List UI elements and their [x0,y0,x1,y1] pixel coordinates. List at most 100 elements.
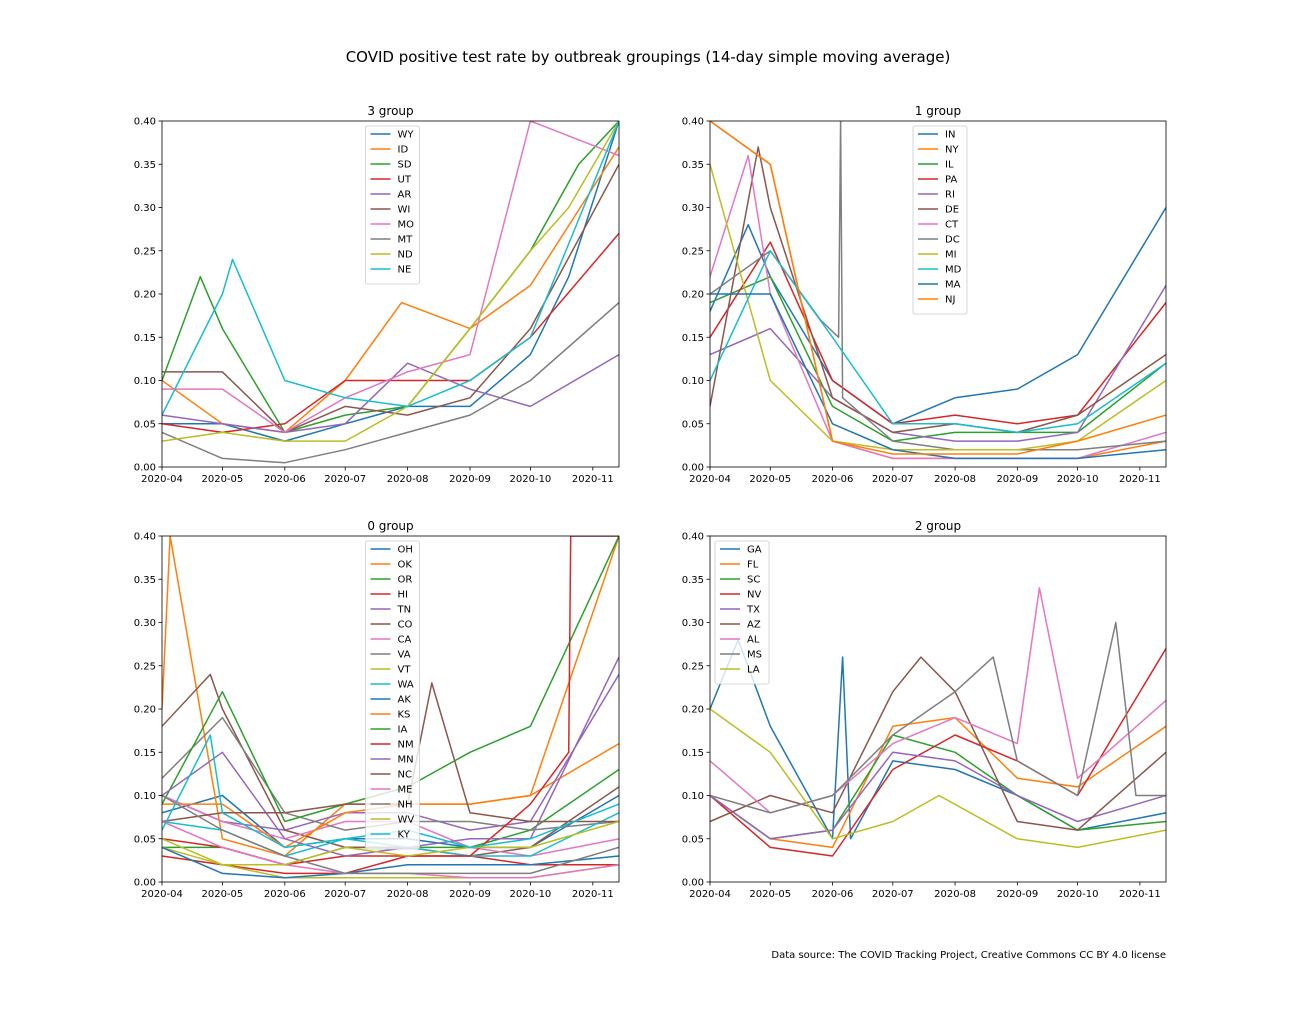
panel-title: 0 group [367,519,413,533]
y-tick-label: 0.25 [682,246,704,257]
y-tick-label: 0.30 [134,203,156,214]
series-line-ri [710,285,1166,442]
legend-label-ky: KY [398,830,411,841]
y-tick-label: 0.15 [682,748,704,759]
y-tick-label: 0.10 [134,791,156,802]
y-tick-label: 0.15 [134,333,156,344]
x-tick-label: 2020-09 [996,474,1038,485]
series-line-mo [162,121,619,434]
y-tick-label: 0.25 [134,661,156,672]
x-tick-label: 2020-08 [387,474,429,485]
x-tick-label: 2020-10 [1057,474,1099,485]
legend-label-or: OR [398,575,413,586]
x-tick-label: 2020-04 [141,474,183,485]
x-tick-label: 2020-05 [749,474,791,485]
y-tick-label: 0.20 [134,705,156,716]
legend-box [365,540,420,850]
legend-label-ut: UT [398,175,412,186]
y-tick-label: 0.20 [682,705,704,716]
series-line-fl [710,716,1166,849]
x-tick-label: 2020-10 [1057,889,1099,900]
legend-box [912,125,968,315]
legend-label-sc: SC [747,575,760,586]
series-line-nh [162,794,619,875]
legend-label-wv: WV [398,815,415,826]
legend-label-az: AZ [747,620,761,631]
legend-label-de: DE [945,205,959,216]
y-tick-label: 0.00 [682,463,704,474]
series-line-ky [162,734,619,849]
legend: IN NY IL PA RI DE CT DC MI MD MA NJ [912,125,968,315]
y-tick-label: 0.40 [682,532,704,543]
x-tick-label: 2020-04 [689,889,731,900]
legend-label-me: ME [398,785,413,796]
chart-panels: 3 group 0.00 0.05 0.10 0.15 0.20 0.25 0.30 0.35 0… [134,104,1167,900]
x-tick-label: 2020-09 [449,889,491,900]
x-tick-label: 2020-04 [141,889,183,900]
x-tick-label: 2020-11 [572,474,614,485]
series-line-ms [710,621,1166,814]
x-tick-label: 2020-11 [1119,474,1161,485]
series-line-la [710,708,1166,849]
legend-label-mi: MI [945,250,957,261]
legend-label-ok: OK [398,560,413,571]
panel-title: 3 group [367,104,413,118]
legend-label-wy: WY [398,130,415,141]
legend-label-ia: IA [398,725,408,736]
x-tick-label: 2020-07 [324,474,366,485]
x-tick-label: 2020-07 [872,889,914,900]
x-tick-label: 2020-07 [872,474,914,485]
y-tick-label: 0.05 [682,419,704,430]
series-line-ak [162,846,619,879]
legend-label-pa: PA [945,175,957,186]
legend-label-ga: GA [747,545,762,556]
legend-label-ct: CT [945,220,959,231]
series-line-nj [710,121,1166,455]
y-tick-label: 0.00 [134,878,156,889]
chart-panel-4: 2 group 0.00 0.05 0.10 0.15 0.20 0.25 0.30 0.35 0… [682,519,1167,900]
chart-panel-2: 1 group 0.00 0.05 0.10 0.15 0.20 0.25 0.30 0.35 0… [682,104,1167,485]
x-tick-label: 2020-09 [996,889,1038,900]
panel-title: 2 group [915,519,961,533]
legend-label-nj: NJ [945,295,955,306]
legend-box [365,125,420,285]
x-tick-label: 2020-06 [264,474,306,485]
y-tick-label: 0.30 [682,203,704,214]
series-line-wi [162,163,619,434]
y-tick-label: 0.00 [134,463,156,474]
x-tick-label: 2020-05 [201,474,243,485]
legend-label-nv: NV [747,590,761,601]
panel-title: 1 group [915,104,961,118]
legend-label-hi: HI [398,590,408,601]
legend-label-co: CO [398,620,413,631]
y-tick-label: 0.05 [134,419,156,430]
x-tick-label: 2020-11 [1119,889,1161,900]
x-tick-label: 2020-08 [387,889,429,900]
series-line-tx [710,751,1166,840]
x-tick-label: 2020-09 [449,474,491,485]
legend-label-ne: NE [398,265,412,276]
legend-label-ak: AK [398,695,412,706]
legend-label-al: AL [747,635,760,646]
y-tick-label: 0.25 [682,661,704,672]
y-tick-label: 0.40 [682,117,704,128]
series-line-mt [162,302,619,464]
legend-label-wi: WI [398,205,411,216]
y-tick-label: 0.30 [682,618,704,629]
series-lines [710,121,1166,460]
series-line-ne [162,121,619,416]
legend-label-wa: WA [398,680,414,691]
y-tick-label: 0.10 [134,376,156,387]
y-tick-label: 0.05 [134,834,156,845]
legend-label-id: ID [398,145,409,156]
legend-label-nd: ND [398,250,413,261]
legend-label-nm: NM [398,740,414,751]
legend-label-il: IL [945,160,954,171]
x-tick-label: 2020-10 [510,889,552,900]
y-tick-label: 0.35 [134,160,156,171]
series-lines [162,536,619,879]
legend-label-mn: MN [398,755,414,766]
series-line-az [710,656,1166,831]
legend-label-ks: KS [398,710,411,721]
series-line-ar [162,353,619,434]
